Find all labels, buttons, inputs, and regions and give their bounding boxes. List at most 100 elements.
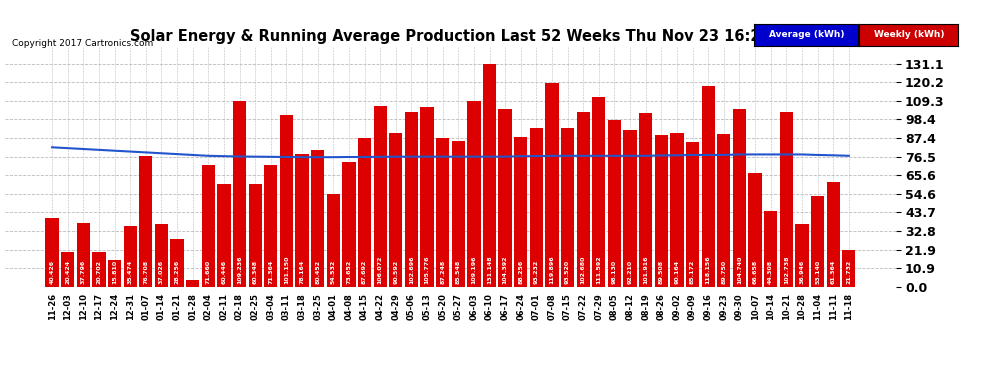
- Text: 109.236: 109.236: [237, 256, 242, 284]
- Text: 102.680: 102.680: [581, 256, 586, 284]
- Text: 53.140: 53.140: [815, 260, 820, 284]
- Text: 93.232: 93.232: [534, 260, 539, 284]
- Text: 90.592: 90.592: [393, 260, 398, 284]
- Text: 73.652: 73.652: [346, 260, 351, 284]
- Text: 101.150: 101.150: [284, 256, 289, 284]
- Bar: [451, 141, 465, 287]
- Text: 20.702: 20.702: [96, 260, 101, 284]
- Bar: [280, 115, 293, 287]
- Bar: [530, 128, 543, 287]
- Text: 37.796: 37.796: [81, 260, 86, 284]
- Text: 66.658: 66.658: [752, 260, 757, 284]
- Text: 87.248: 87.248: [441, 260, 446, 284]
- Text: 85.548: 85.548: [455, 260, 460, 284]
- Text: 92.210: 92.210: [628, 260, 633, 284]
- Text: 78.164: 78.164: [300, 260, 305, 284]
- Text: 102.696: 102.696: [409, 256, 414, 284]
- Bar: [358, 138, 371, 287]
- Text: 20.424: 20.424: [65, 260, 70, 284]
- Bar: [46, 218, 58, 287]
- Bar: [640, 113, 652, 287]
- Bar: [686, 142, 699, 287]
- Bar: [154, 224, 168, 287]
- Bar: [561, 128, 574, 287]
- Text: 44.308: 44.308: [768, 260, 773, 284]
- Bar: [702, 86, 715, 287]
- Bar: [827, 182, 840, 287]
- Text: 118.156: 118.156: [706, 256, 711, 284]
- Text: 93.520: 93.520: [565, 260, 570, 284]
- Text: 104.740: 104.740: [737, 256, 742, 284]
- Bar: [717, 134, 731, 287]
- Bar: [514, 136, 528, 287]
- Bar: [327, 194, 340, 287]
- Bar: [264, 165, 277, 287]
- Title: Solar Energy & Running Average Production Last 52 Weeks Thu Nov 23 16:27: Solar Energy & Running Average Productio…: [130, 29, 771, 44]
- Text: 21.732: 21.732: [846, 260, 851, 284]
- Text: 131.148: 131.148: [487, 256, 492, 284]
- Bar: [92, 252, 106, 287]
- Text: 36.946: 36.946: [800, 260, 805, 284]
- Bar: [170, 239, 184, 287]
- Text: 104.392: 104.392: [503, 256, 508, 284]
- Text: 54.532: 54.532: [331, 260, 336, 284]
- Text: 111.592: 111.592: [596, 256, 601, 284]
- Bar: [748, 173, 761, 287]
- Bar: [311, 150, 325, 287]
- Text: 28.256: 28.256: [174, 260, 179, 284]
- Bar: [842, 250, 855, 287]
- Bar: [421, 107, 434, 287]
- Bar: [592, 97, 606, 287]
- Bar: [483, 64, 496, 287]
- Bar: [733, 109, 746, 287]
- Bar: [545, 83, 558, 287]
- Bar: [764, 211, 777, 287]
- Text: 40.426: 40.426: [50, 260, 54, 284]
- Bar: [405, 112, 418, 287]
- Text: 85.172: 85.172: [690, 260, 695, 284]
- Bar: [295, 154, 309, 287]
- Bar: [108, 260, 121, 287]
- Text: 89.750: 89.750: [722, 260, 727, 284]
- Bar: [76, 222, 90, 287]
- Text: 105.776: 105.776: [425, 256, 430, 284]
- Bar: [795, 224, 809, 287]
- Text: 101.916: 101.916: [644, 256, 648, 284]
- Bar: [436, 138, 449, 287]
- Bar: [499, 109, 512, 287]
- Text: 71.660: 71.660: [206, 260, 211, 284]
- Bar: [217, 184, 231, 287]
- Bar: [467, 101, 480, 287]
- Bar: [576, 112, 590, 287]
- Bar: [373, 106, 387, 287]
- Bar: [343, 162, 355, 287]
- Bar: [670, 134, 684, 287]
- Text: 60.348: 60.348: [252, 260, 257, 284]
- Text: 35.474: 35.474: [128, 260, 133, 284]
- Bar: [202, 165, 215, 287]
- Bar: [654, 135, 668, 287]
- Text: 76.708: 76.708: [144, 260, 148, 284]
- Bar: [186, 279, 199, 287]
- Text: 15.810: 15.810: [112, 260, 117, 284]
- Text: Average (kWh): Average (kWh): [768, 30, 844, 39]
- Bar: [624, 130, 637, 287]
- Text: 37.026: 37.026: [159, 260, 164, 284]
- Text: 102.738: 102.738: [784, 256, 789, 284]
- Text: 60.446: 60.446: [222, 260, 227, 284]
- Text: 89.508: 89.508: [659, 260, 664, 284]
- Bar: [811, 196, 825, 287]
- Text: 87.692: 87.692: [362, 260, 367, 284]
- Bar: [61, 252, 74, 287]
- Text: 109.196: 109.196: [471, 256, 476, 284]
- Bar: [780, 112, 793, 287]
- Text: 106.072: 106.072: [377, 256, 383, 284]
- Text: Weekly (kWh): Weekly (kWh): [873, 30, 944, 39]
- Text: 61.364: 61.364: [831, 260, 836, 284]
- Bar: [248, 184, 261, 287]
- Bar: [124, 226, 137, 287]
- Bar: [233, 101, 247, 287]
- Bar: [389, 133, 402, 287]
- Text: 71.364: 71.364: [268, 260, 273, 284]
- Bar: [608, 120, 621, 287]
